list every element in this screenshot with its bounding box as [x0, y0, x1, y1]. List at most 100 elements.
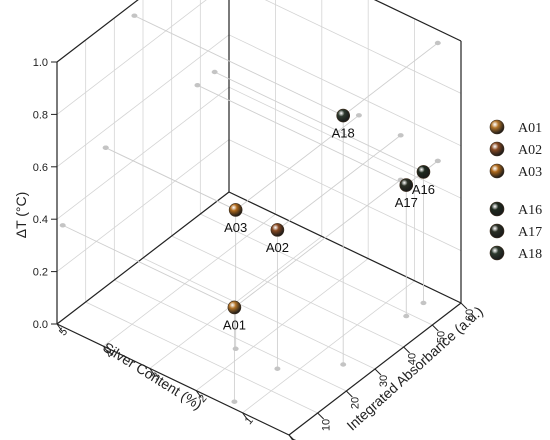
z-tick-label: 0.4 [33, 214, 48, 226]
projection-marker [211, 69, 218, 75]
legend-item-a17: A17 [489, 223, 542, 240]
y-tick-label: 60 [464, 309, 476, 321]
axis-ticks: 01234501020304050600.00.20.40.60.81.0 [33, 57, 476, 440]
grid-line [374, 0, 462, 42]
y-tick-label: 10 [321, 419, 333, 431]
projection-marker [397, 133, 404, 138]
projection-marker [355, 113, 362, 118]
legend-label: A16 [518, 203, 542, 218]
x-tick [195, 390, 202, 398]
data-point-a18 [336, 108, 351, 123]
projection-marker [194, 83, 201, 88]
projection-line [277, 134, 401, 231]
projection-line [134, 15, 344, 117]
z-axis-label: ΔT (°C) [13, 192, 29, 239]
z-tick-label: 0.0 [33, 319, 48, 331]
legend-item-a16: A16 [489, 201, 542, 218]
grid-line [56, 139, 230, 272]
data-point-a03 [228, 203, 243, 217]
point-label: A01 [223, 317, 246, 332]
legend-item-a01: A01 [489, 119, 542, 136]
projection-marker [232, 346, 239, 351]
projection-line [342, 42, 439, 116]
axis-edge [56, 323, 290, 436]
z-tick-label: 1.0 [33, 57, 48, 69]
legend-label: A03 [518, 165, 542, 180]
axis-edge [56, 0, 139, 63]
projection-marker [274, 366, 281, 371]
grid-line [114, 279, 347, 392]
grid-line [142, 257, 376, 370]
y-tick [288, 434, 295, 440]
axis-edge [56, 191, 230, 325]
grid-line [228, 139, 462, 251]
legend-marker [489, 245, 505, 261]
axis-edge [373, 0, 462, 42]
projection-marker [59, 223, 66, 228]
x-axis-label: Silver Content (%) [100, 339, 205, 413]
y-axis-label: Integrated Absorbance (a.u.) [343, 303, 486, 434]
y-tick [403, 346, 411, 354]
legend-item-a18: A18 [489, 245, 542, 262]
data-point-a16 [416, 165, 431, 179]
legend-item-a03: A03 [489, 163, 542, 180]
projection-line [214, 71, 424, 173]
x-tick [56, 323, 63, 332]
projection-marker [434, 158, 441, 164]
y-tick [460, 302, 468, 310]
y-tick [317, 412, 325, 420]
axis-edge [228, 191, 462, 304]
point-label: A03 [224, 220, 247, 235]
projection-line [105, 147, 236, 211]
legend-item-a02: A02 [489, 141, 542, 158]
z-tick-label: 0.6 [33, 162, 48, 174]
projection-marker [403, 313, 410, 319]
x-tick [149, 368, 156, 376]
projection-marker [102, 145, 109, 150]
legend-marker [489, 223, 505, 239]
grid-line [85, 301, 318, 414]
grid-line [228, 34, 462, 147]
projection-line [234, 179, 401, 308]
projections [59, 13, 441, 404]
x-tick [242, 412, 249, 421]
projection-marker [420, 300, 427, 306]
x-tick [102, 345, 109, 354]
projection-marker [231, 399, 238, 404]
legend-label: A01 [518, 121, 542, 136]
data-point-a02 [270, 223, 285, 237]
legend-label: A18 [518, 247, 542, 262]
grid-line [56, 34, 230, 168]
legend-label: A02 [518, 143, 542, 158]
point-label: A16 [412, 182, 435, 197]
y-tick-label: 30 [378, 375, 390, 387]
grid-line [228, 86, 462, 199]
legend-label: A17 [518, 225, 542, 240]
y-tick [345, 390, 353, 398]
grid-line [264, 0, 462, 94]
legend-marker [489, 119, 505, 135]
projection-marker [434, 40, 441, 46]
y-tick-label: 20 [349, 397, 361, 409]
grid-line [56, 0, 207, 115]
projection-line [197, 84, 407, 186]
point-label: A17 [395, 195, 418, 210]
z-tick-label: 0.8 [33, 109, 48, 121]
z-tick-label: 0.2 [33, 267, 48, 279]
grid-line [200, 213, 433, 326]
legend-marker [489, 201, 505, 217]
point-label: A02 [266, 240, 289, 255]
y-tick [374, 368, 382, 376]
y-tick [431, 324, 439, 332]
point-label: A18 [332, 126, 355, 141]
legend-marker [489, 163, 505, 179]
projection-marker [340, 362, 347, 367]
legend: A01 A02 A03 A16 A17 A18 [489, 119, 542, 262]
grid-line [171, 235, 404, 348]
y-tick-label: 50 [435, 331, 447, 343]
data-point-a17 [399, 178, 414, 192]
y-tick-label: 40 [407, 353, 419, 365]
projection-line [62, 224, 235, 308]
